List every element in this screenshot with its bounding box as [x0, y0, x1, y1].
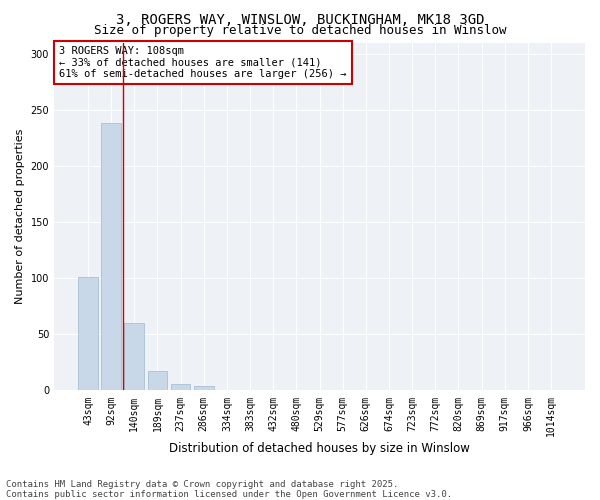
Text: 3, ROGERS WAY, WINSLOW, BUCKINGHAM, MK18 3GD: 3, ROGERS WAY, WINSLOW, BUCKINGHAM, MK18…	[116, 12, 484, 26]
Bar	[171, 384, 190, 390]
Bar	[194, 386, 214, 390]
Bar	[101, 124, 121, 390]
Bar	[148, 372, 167, 390]
X-axis label: Distribution of detached houses by size in Winslow: Distribution of detached houses by size …	[169, 442, 470, 455]
Text: Size of property relative to detached houses in Winslow: Size of property relative to detached ho…	[94, 24, 506, 37]
Y-axis label: Number of detached properties: Number of detached properties	[15, 129, 25, 304]
Bar	[78, 277, 98, 390]
Text: 3 ROGERS WAY: 108sqm
← 33% of detached houses are smaller (141)
61% of semi-deta: 3 ROGERS WAY: 108sqm ← 33% of detached h…	[59, 46, 347, 79]
Text: Contains HM Land Registry data © Crown copyright and database right 2025.
Contai: Contains HM Land Registry data © Crown c…	[6, 480, 452, 499]
Bar	[124, 323, 144, 390]
